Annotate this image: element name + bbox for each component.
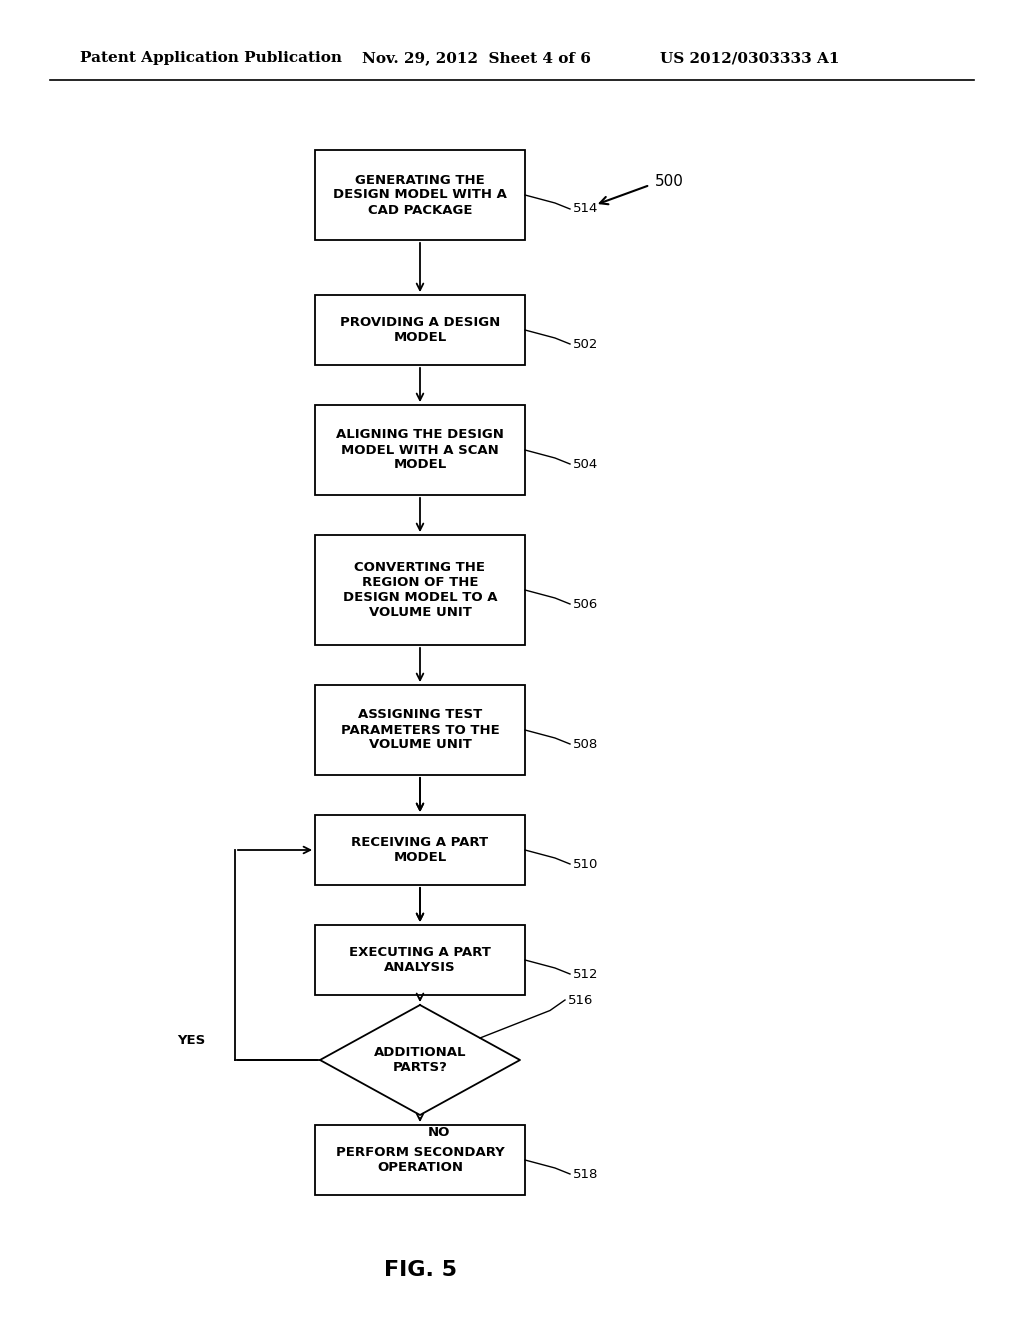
Text: Nov. 29, 2012  Sheet 4 of 6: Nov. 29, 2012 Sheet 4 of 6 (362, 51, 591, 65)
Text: Patent Application Publication: Patent Application Publication (80, 51, 342, 65)
Text: ASSIGNING TEST
PARAMETERS TO THE
VOLUME UNIT: ASSIGNING TEST PARAMETERS TO THE VOLUME … (341, 709, 500, 751)
Text: 514: 514 (573, 202, 598, 215)
Bar (315, 150, 525, 240)
Text: US 2012/0303333 A1: US 2012/0303333 A1 (660, 51, 840, 65)
Text: 518: 518 (573, 1167, 598, 1180)
Bar (315, 814, 525, 884)
Text: CONVERTING THE
REGION OF THE
DESIGN MODEL TO A
VOLUME UNIT: CONVERTING THE REGION OF THE DESIGN MODE… (343, 561, 498, 619)
Bar (315, 685, 525, 775)
Polygon shape (319, 1005, 520, 1115)
Bar (315, 294, 525, 366)
Text: 512: 512 (573, 968, 598, 981)
Text: 516: 516 (568, 994, 593, 1006)
Text: FIG. 5: FIG. 5 (384, 1261, 457, 1280)
Text: 504: 504 (573, 458, 598, 470)
Text: 506: 506 (573, 598, 598, 610)
Bar (315, 535, 525, 645)
Bar (315, 405, 525, 495)
Text: NO: NO (428, 1126, 451, 1139)
Text: 510: 510 (573, 858, 598, 870)
Text: EXECUTING A PART
ANALYSIS: EXECUTING A PART ANALYSIS (349, 946, 490, 974)
Text: 500: 500 (655, 174, 684, 190)
Text: ADDITIONAL
PARTS?: ADDITIONAL PARTS? (374, 1045, 466, 1074)
Text: YES: YES (177, 1034, 205, 1047)
Text: PERFORM SECONDARY
OPERATION: PERFORM SECONDARY OPERATION (336, 1146, 505, 1173)
Text: GENERATING THE
DESIGN MODEL WITH A
CAD PACKAGE: GENERATING THE DESIGN MODEL WITH A CAD P… (333, 173, 507, 216)
Text: 502: 502 (573, 338, 598, 351)
Text: 508: 508 (573, 738, 598, 751)
Text: RECEIVING A PART
MODEL: RECEIVING A PART MODEL (351, 836, 488, 865)
Bar (315, 1125, 525, 1195)
Text: ALIGNING THE DESIGN
MODEL WITH A SCAN
MODEL: ALIGNING THE DESIGN MODEL WITH A SCAN MO… (336, 429, 504, 471)
Bar (315, 925, 525, 995)
Text: PROVIDING A DESIGN
MODEL: PROVIDING A DESIGN MODEL (340, 315, 500, 345)
